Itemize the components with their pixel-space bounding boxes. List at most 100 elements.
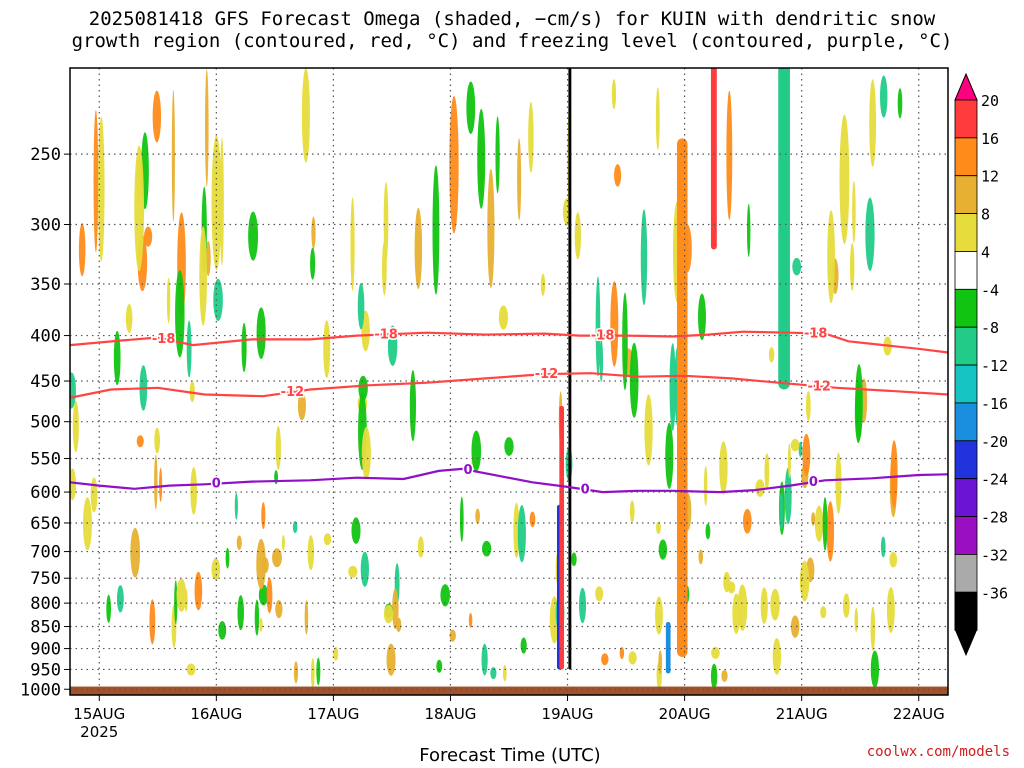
- omega-streak: [574, 212, 582, 260]
- omega-streak: [311, 216, 316, 249]
- y-tick-label: 250: [30, 145, 61, 165]
- omega-streak: [78, 222, 86, 277]
- omega-streak: [348, 565, 358, 578]
- colorbar-label: 20: [981, 92, 999, 110]
- omega-streak: [304, 600, 309, 635]
- omega-streak: [790, 615, 800, 638]
- colorbar-segment: [954, 554, 978, 593]
- omega-streak: [540, 273, 546, 296]
- omega-streak: [292, 520, 298, 533]
- x-tick-label: 21AUG: [776, 705, 828, 723]
- omega-streak: [136, 435, 144, 448]
- omega-streak: [487, 168, 495, 289]
- omega-streak: [323, 320, 331, 378]
- omega-streak: [154, 427, 161, 454]
- omega-streak: [481, 643, 488, 676]
- omega-streak: [414, 207, 423, 289]
- omega-streak: [481, 540, 492, 557]
- colorbar-segment: [954, 402, 978, 442]
- omega-streak: [237, 595, 244, 631]
- colorbar-label: 4: [981, 243, 990, 261]
- contour-line--12: [70, 372, 948, 399]
- omega-streak: [869, 79, 877, 167]
- omega-streak: [517, 505, 526, 563]
- omega-streak: [449, 95, 459, 234]
- colorbar-segment: [954, 440, 978, 480]
- omega-streak: [310, 657, 315, 690]
- x-tick-label: 16AUG: [190, 705, 242, 723]
- contour-label: 0: [581, 482, 590, 497]
- x-tick-label: 20AUG: [659, 705, 711, 723]
- y-tick-label: 400: [30, 327, 61, 347]
- contour-label: -18: [152, 332, 176, 347]
- omega-streak: [610, 281, 619, 367]
- omega-streak: [802, 433, 811, 477]
- ground-shading: [70, 686, 948, 695]
- colorbar-segment: [954, 478, 978, 517]
- omega-feature-8: [559, 405, 565, 670]
- y-tick-label: 700: [30, 543, 61, 563]
- omega-streak: [116, 585, 124, 613]
- omega-streak: [152, 90, 162, 143]
- omega-streak: [272, 548, 282, 568]
- colorbar-label: -8: [981, 319, 999, 337]
- x-tick-sublabel: 2025: [80, 723, 118, 741]
- omega-streak: [175, 269, 185, 358]
- omega-streak: [83, 497, 92, 551]
- omega-streak: [502, 664, 507, 682]
- colorbar-label: -12: [981, 357, 1008, 375]
- omega-streak: [529, 511, 536, 528]
- y-tick-label: 600: [30, 483, 61, 503]
- omega-streak: [880, 536, 886, 558]
- colorbar-segment: [954, 137, 978, 177]
- omega-streak: [495, 116, 500, 194]
- omega-streak: [149, 599, 156, 645]
- omega-streak: [790, 438, 800, 452]
- colorbar-bottom-arrow: [955, 630, 977, 657]
- omega-streak: [186, 320, 192, 378]
- y-tick-label: 1000: [20, 680, 61, 700]
- omega-streak: [628, 651, 637, 665]
- omega-streak: [190, 466, 198, 515]
- omega-streak: [241, 322, 247, 373]
- omega-streak: [93, 110, 99, 253]
- omega-streak: [275, 425, 281, 470]
- omega-streak: [814, 505, 824, 542]
- omega-streak: [383, 604, 394, 624]
- omega-streak: [619, 646, 625, 659]
- omega-streak: [839, 114, 850, 245]
- omega-streak: [768, 347, 775, 363]
- omega-feature-2: [710, 68, 717, 250]
- omega-streak: [106, 594, 111, 623]
- omega-streak: [849, 242, 855, 291]
- omega-streak: [281, 535, 285, 551]
- omega-streak: [199, 226, 207, 326]
- omega-streak: [130, 527, 141, 578]
- omega-streak: [711, 646, 720, 659]
- omega-streak: [159, 467, 163, 502]
- omega-streak: [854, 607, 859, 632]
- omega-streak: [889, 551, 898, 568]
- omega-streak: [248, 211, 259, 261]
- omega-streak: [449, 629, 456, 642]
- contour-label: -18: [591, 329, 615, 344]
- omega-streak: [97, 116, 105, 262]
- omega-streak: [698, 549, 704, 565]
- omega-streak: [513, 502, 520, 559]
- omega-streak: [361, 426, 371, 480]
- omega-streak: [595, 276, 601, 377]
- colorbar-segment: [954, 99, 978, 139]
- x-tick-label: 22AUG: [893, 705, 945, 723]
- colorbar-label: 16: [981, 130, 999, 148]
- omega-streak: [842, 593, 850, 618]
- x-tick-label: 18AUG: [424, 705, 476, 723]
- omega-streak: [658, 539, 668, 560]
- omega-streak: [854, 381, 862, 444]
- y-tick-label: 750: [30, 569, 61, 589]
- contour-label: -12: [535, 367, 559, 382]
- omega-streak: [760, 587, 768, 625]
- omega-feature-4: [778, 68, 790, 390]
- colorbar-segment: [954, 326, 978, 366]
- colorbar-segment: [954, 175, 978, 215]
- omega-streak: [669, 343, 676, 431]
